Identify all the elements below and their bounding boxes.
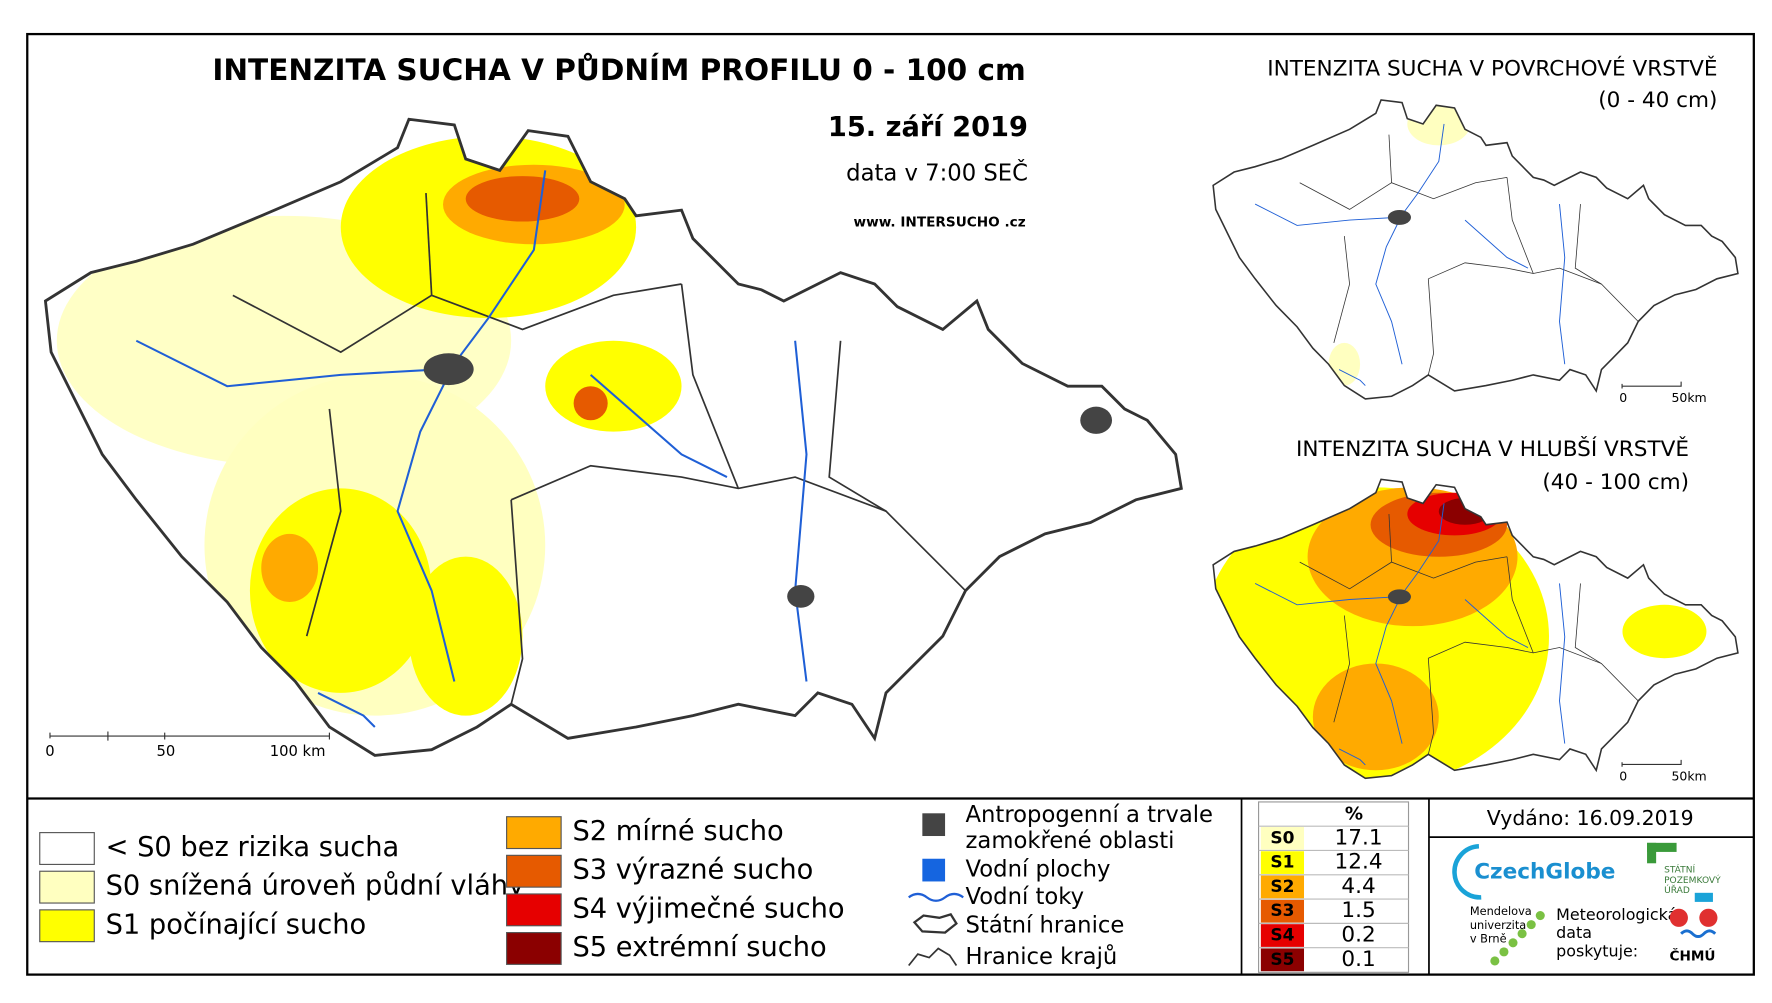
scale-label: 0	[45, 743, 54, 760]
stats-class-cell	[1260, 875, 1305, 899]
drought-areas	[56, 136, 682, 716]
stats-percent: 12.4	[1335, 850, 1383, 875]
legend-label: S1 počínající sucho	[106, 909, 367, 940]
logo-text: poskytuje:	[1556, 941, 1638, 960]
stats-class-cell	[1260, 948, 1305, 972]
issued: Vydáno: 16.09.2019	[1487, 806, 1694, 830]
legend-label: S4 výjimečné sucho	[572, 893, 844, 924]
stats-class: S0	[1270, 828, 1294, 848]
legend-swatch	[506, 932, 562, 965]
legend-label: < S0 bez rizika sucha	[106, 832, 400, 863]
legend-swatch	[39, 909, 95, 943]
prague	[423, 353, 474, 386]
feature-label: Vodní plochy	[966, 857, 1111, 883]
legend-swatch	[506, 893, 562, 927]
stats-percent: 0.1	[1341, 947, 1375, 972]
stats-class-cell	[1260, 899, 1305, 923]
stats-percent: 17.1	[1335, 825, 1383, 850]
brno	[787, 584, 815, 608]
logos: CzechGlobe STÁTNÍ POZEMKOVÝ ÚŘAD Mendelo…	[1452, 842, 1721, 966]
stats-class: S1	[1270, 853, 1294, 873]
legend-swatch	[39, 832, 95, 865]
inset-surface: INTENZITA SUCHA V POVRCHOVÉ VRSTVĚ (0 - …	[1212, 55, 1739, 405]
stats-class-cell	[1260, 826, 1305, 850]
map-date: 15. září 2019	[828, 112, 1028, 143]
scale-label: 0	[1619, 768, 1627, 783]
legend-label: S5 extrémní sucho	[572, 932, 826, 963]
scale-label: 50km	[1671, 390, 1706, 405]
stats-header: %	[1345, 803, 1363, 824]
stats-table	[1258, 801, 1410, 973]
stats-percent: 0.2	[1341, 923, 1375, 948]
logo-text: v Brně	[1470, 931, 1507, 945]
logo-text: data	[1556, 923, 1592, 942]
logo-text: Meteorologická	[1556, 905, 1677, 924]
ostrava	[1080, 406, 1113, 434]
inset-subtitle: (40 - 100 cm)	[1542, 470, 1689, 495]
logo-text: POZEMKOVÝ	[1664, 874, 1721, 886]
feature-label: Státní hranice	[966, 912, 1125, 938]
scale-label: 0	[1619, 390, 1627, 405]
legend-label: S2 mírné sucho	[572, 816, 783, 847]
feature-label: Hranice krajů	[966, 943, 1118, 970]
stats-class: S4	[1270, 926, 1294, 946]
stats-percent: 1.5	[1341, 898, 1375, 923]
logo-text: ČHMÚ	[1669, 946, 1715, 964]
map-title: INTENZITA SUCHA V PŮDNÍM PROFILU 0 - 100…	[212, 51, 1025, 87]
map-data-time: data v 7:00 SEČ	[846, 158, 1028, 186]
legend-swatch	[506, 816, 562, 850]
main-map: INTENZITA SUCHA V PŮDNÍM PROFILU 0 - 100…	[44, 51, 1183, 760]
legend-swatch	[506, 854, 562, 888]
feature-legend: Antropogenní a trvale zamokřené oblasti …	[908, 802, 1214, 970]
scale-label: 50	[156, 743, 175, 760]
stats-class: S3	[1270, 901, 1294, 921]
logo-text: STÁTNÍ	[1664, 864, 1695, 876]
feature-label: Antropogenní a trvale	[966, 802, 1214, 828]
scale-label: 50km	[1671, 768, 1706, 783]
scale-label: 100 km	[270, 743, 326, 760]
legend-label: S3 výrazné sucho	[572, 855, 813, 886]
stats-percent: 4.4	[1341, 874, 1375, 899]
stats-class: S5	[1270, 950, 1294, 970]
logo-text: CzechGlobe	[1474, 859, 1615, 884]
logo-text: Mendelova	[1470, 904, 1532, 918]
stats-class: S2	[1270, 877, 1294, 897]
inset-title: INTENZITA SUCHA V HLUBŠÍ VRSTVĚ	[1296, 436, 1689, 462]
stats-class-cell	[1260, 851, 1305, 874]
feature-label: zamokřené oblasti	[966, 828, 1175, 854]
website: www. INTERSUCHO .cz	[854, 215, 1026, 231]
legend-swatch	[39, 870, 95, 904]
logo-text: univerzita	[1470, 918, 1526, 932]
inset-title: INTENZITA SUCHA V POVRCHOVÉ VRSTVĚ	[1267, 55, 1717, 81]
legend-label: S0 snížená úroveň půdní vláhy	[106, 871, 525, 902]
feature-label: Vodní toky	[966, 884, 1085, 910]
scale-bar	[49, 731, 330, 741]
stats-class-cell	[1260, 924, 1305, 947]
logo-text: ÚŘAD	[1664, 884, 1690, 896]
inset-subtitle: (0 - 40 cm)	[1598, 88, 1717, 113]
